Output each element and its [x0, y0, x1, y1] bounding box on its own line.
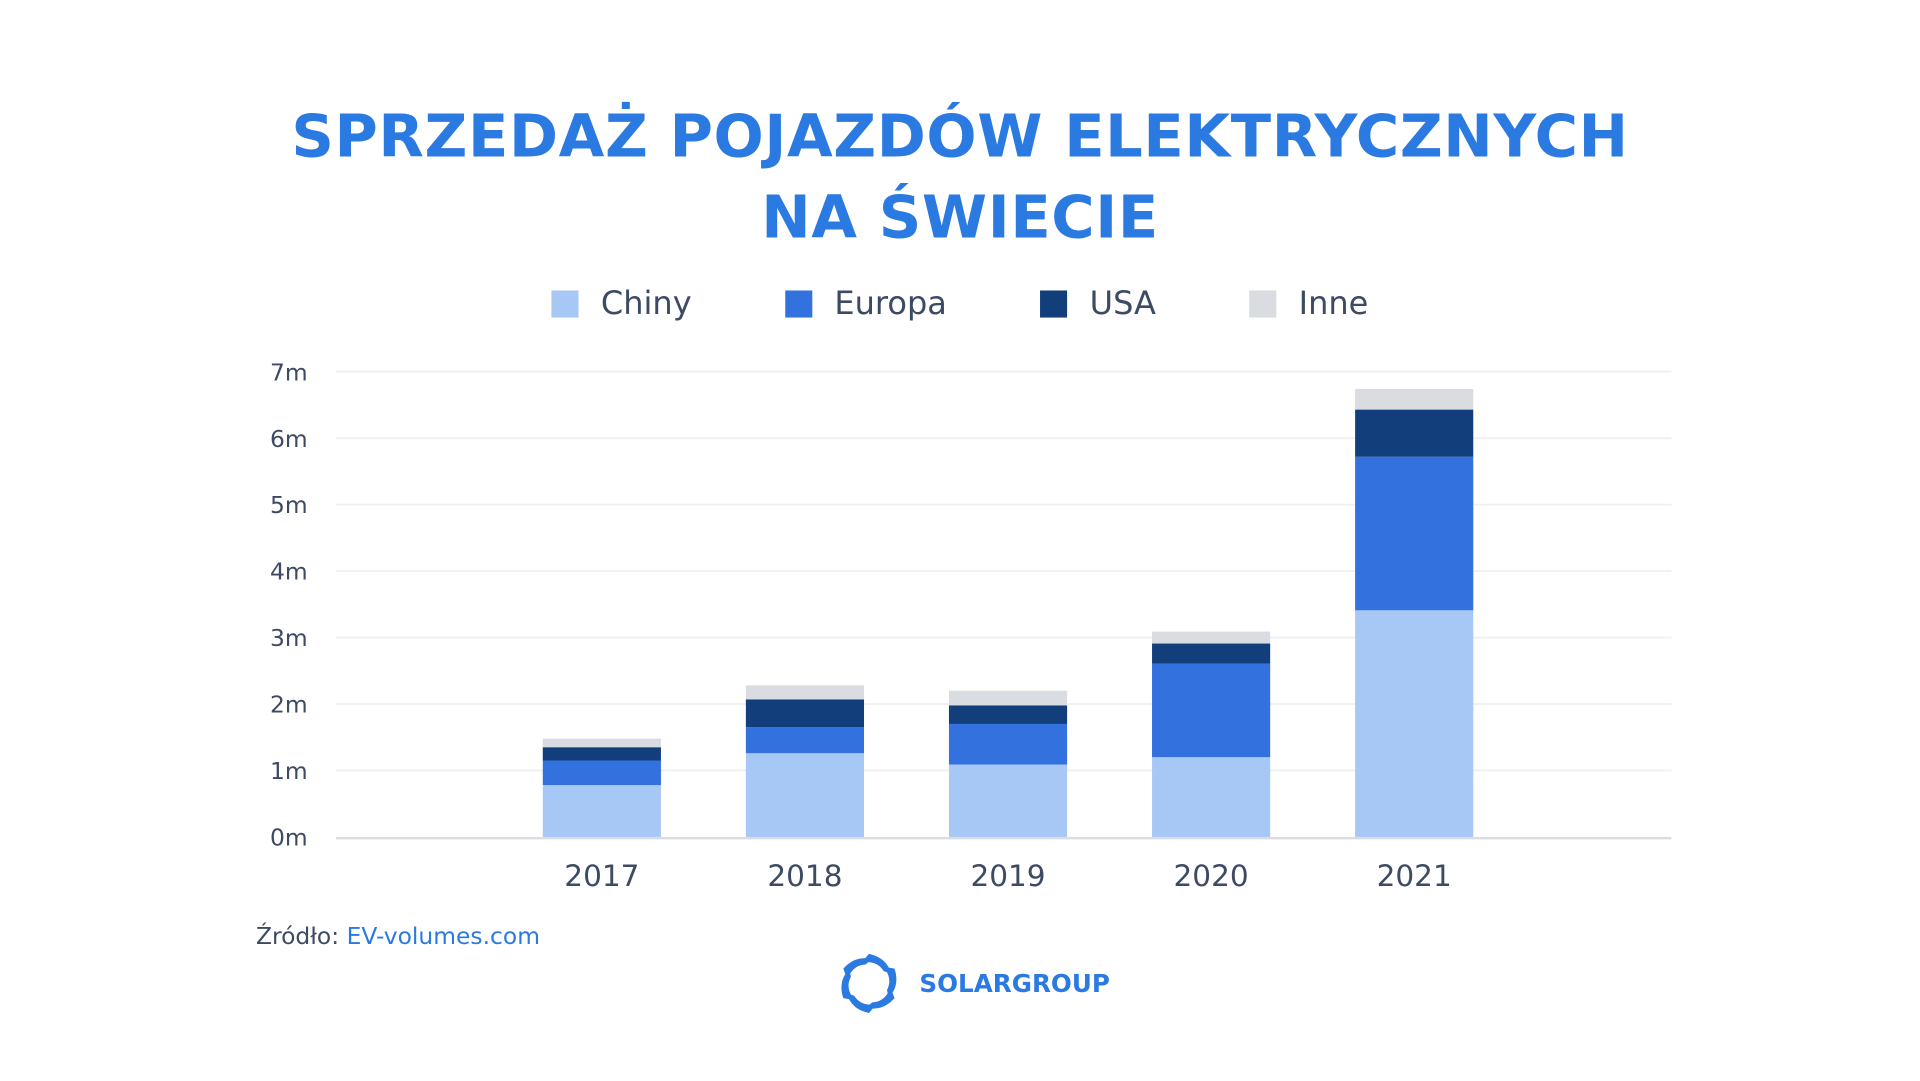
legend-item-chiny: Chiny [551, 285, 692, 323]
title-line-1: SPRZEDAŻ POJAZDÓW ELEKTRYCZNYCH [291, 102, 1629, 172]
x-tick-label: 2021 [1377, 859, 1452, 893]
logo-blade [866, 987, 895, 1009]
bar-2021-europa [1355, 456, 1474, 611]
bar-2018-chiny [745, 753, 865, 837]
bar-2019-inne [948, 690, 1068, 706]
y-tick-label: 0m [270, 824, 308, 852]
y-tick-label: 4m [270, 558, 308, 586]
bar-2019-chiny [948, 764, 1068, 837]
x-tick-label: 2019 [970, 859, 1045, 893]
x-tick-label: 2020 [1174, 859, 1249, 893]
legend-swatch [1040, 290, 1068, 318]
legend-label: Europa [834, 285, 947, 323]
y-tick-label: 5m [270, 491, 308, 519]
logo-blade [843, 958, 872, 980]
logo-blade [883, 966, 897, 998]
logo: SOLARGROUP [833, 950, 1110, 1016]
y-tick-label: 2m [270, 691, 308, 719]
y-tick-label: 6m [270, 425, 308, 453]
bar-2018-europa [745, 727, 865, 754]
bar-2020-chiny [1152, 757, 1271, 837]
bar-2021-usa [1355, 409, 1474, 457]
legend-label: USA [1089, 285, 1156, 323]
bar-2019-europa [948, 723, 1068, 765]
y-tick-label: 7m [270, 358, 308, 386]
bar-2018-inne [745, 685, 865, 700]
logo-blade [846, 993, 877, 1013]
legend-item-inne: Inne [1249, 285, 1369, 323]
source-note: Źródło: EV-volumes.com [256, 923, 540, 950]
solar-swirl-logo-icon [841, 953, 897, 1013]
x-tick-label: 2018 [767, 859, 842, 893]
bar-2017-usa [542, 747, 661, 761]
bar-2017-chiny [542, 785, 661, 837]
title-line-2: NA ŚWIECIE [761, 183, 1159, 253]
legend-swatch [1249, 290, 1277, 318]
source-label: Źródło: [256, 923, 340, 951]
bar-2017-europa [542, 760, 661, 786]
chart-title: SPRZEDAŻ POJAZDÓW ELEKTRYCZNYCH NA ŚWIEC… [0, 96, 1920, 258]
logo-text: SOLARGROUP [919, 968, 1110, 999]
y-tick-label: 3m [270, 624, 308, 652]
legend: Chiny Europa USA Inne [0, 285, 1920, 323]
source-link[interactable]: EV-volumes.com [346, 923, 540, 951]
legend-label: Chiny [600, 285, 692, 323]
bar-2017-inne [542, 738, 661, 748]
bar-2021-chiny [1355, 610, 1474, 837]
legend-item-europa: Europa [785, 285, 947, 323]
bar-2020-inne [1152, 631, 1271, 644]
bar-2018-usa [745, 699, 865, 728]
legend-item-usa: USA [1040, 285, 1156, 323]
bar-2020-europa [1152, 663, 1271, 758]
x-tick-label: 2017 [564, 859, 639, 893]
bar-2021-inne [1355, 388, 1474, 410]
y-tick-label: 1m [270, 757, 308, 785]
bar-2020-usa [1152, 643, 1271, 664]
bar-2019-usa [948, 705, 1068, 724]
legend-label: Inne [1298, 285, 1369, 323]
stacked-bar-chart: 0m 1m 2m 3m 4m 5m 6m 7m 2017 2018 2019 2020 2021 [270, 358, 1672, 893]
logo-blade [841, 969, 855, 1001]
legend-swatch [785, 290, 813, 318]
legend-swatch [551, 290, 579, 318]
